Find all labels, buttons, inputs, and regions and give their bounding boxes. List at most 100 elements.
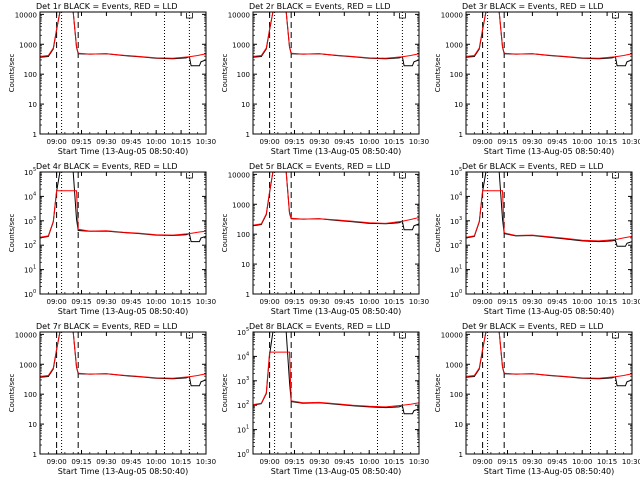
y-axis-label: Counts/sec [8,374,16,413]
x-tick-label: 09:45 [547,138,567,146]
x-tick-label: 09:45 [547,458,567,466]
plot-frame [252,171,420,295]
panel-3: Det 3r BLACK = Events, RED = LLD 1 10 100 10… [434,2,640,156]
x-tick-label: 09:30 [522,298,542,306]
x-tick-label: 10:00 [359,138,379,146]
x-tick-label: 10:30 [622,458,640,466]
y-tick-exponent: 5 [459,167,462,173]
series-line-events [39,171,207,243]
y-tick-label: 100 [237,71,250,79]
plot-frame-top [39,171,207,295]
x-axis-label: Start Time (13-Aug-05 08:50:40) [484,307,615,316]
x-tick-label: 10:15 [171,298,191,306]
x-tick-label: 09:00 [473,298,493,306]
x-tick-label: 09:15 [497,138,517,146]
y-tick-exponent: 2 [246,400,249,406]
panel-title: Det 7r BLACK = Events, RED = LLD [36,322,178,331]
plot-frame-top [252,331,420,455]
x-axis-label: Start Time (13-Aug-05 08:50:40) [484,147,615,156]
y-tick-label: 10000 [228,171,250,179]
series-line-events [252,171,420,231]
y-tick-exponent: 1 [246,425,249,431]
y-tick-label: 10 [24,267,33,275]
flag-marker [399,173,406,179]
flag-marker [186,173,193,179]
x-tick-label: 10:30 [409,458,429,466]
x-tick-label: 09:45 [121,458,141,466]
series-line-lld [39,331,207,379]
x-axis-label: Start Time (13-Aug-05 08:50:40) [271,467,402,476]
y-tick-label: 1000 [445,361,463,369]
x-tick-label: 09:45 [334,458,354,466]
x-tick-label: 09:15 [497,458,517,466]
x-tick-label: 10:00 [359,458,379,466]
x-tick-label: 10:15 [597,458,617,466]
x-tick-label: 09:15 [284,298,304,306]
x-tick-label: 10:15 [384,298,404,306]
x-tick-label: 10:00 [572,138,592,146]
x-tick-label: 10:15 [171,138,191,146]
x-axis-label: Start Time (13-Aug-05 08:50:40) [271,307,402,316]
y-tick-exponent: 4 [33,191,36,197]
y-tick-label: 1 [33,451,37,459]
y-tick-exponent: 4 [459,191,462,197]
y-tick-label: 1000 [232,41,250,49]
plot-frame [465,331,633,455]
y-tick-exponent: 0 [246,449,249,455]
y-tick-exponent: 5 [33,167,36,173]
x-tick-label: 09:45 [334,138,354,146]
x-axis-label: Start Time (13-Aug-05 08:50:40) [58,147,189,156]
y-tick-label: 10000 [441,331,463,339]
y-tick-label: 1000 [19,361,37,369]
y-tick-exponent: 3 [246,376,249,382]
y-tick-label: 10 [24,291,33,299]
x-tick-label: 09:45 [334,298,354,306]
y-tick-label: 10 [237,427,246,435]
y-tick-exponent: 5 [246,327,249,333]
plot-frame-top [39,11,207,135]
y-tick-label: 10 [450,169,459,177]
panel-title: Det 4r BLACK = Events, RED = LLD [36,162,178,171]
x-tick-label: 10:15 [597,298,617,306]
panel-title: Det 3r BLACK = Events, RED = LLD [462,2,604,11]
x-tick-label: 09:45 [121,138,141,146]
x-tick-label: 09:00 [473,138,493,146]
y-tick-exponent: 1 [459,265,462,271]
y-tick-label: 10 [237,402,246,410]
x-tick-label: 09:45 [547,298,567,306]
x-axis-label: Start Time (13-Aug-05 08:50:40) [484,467,615,476]
y-tick-label: 10000 [15,11,37,19]
x-tick-label: 09:30 [96,298,116,306]
x-tick-label: 10:30 [409,298,429,306]
y-tick-label: 10 [450,267,459,275]
panel-1: Det 1r BLACK = Events, RED = LLD 1 10 100 10… [8,2,216,156]
y-tick-label: 1000 [445,41,463,49]
y-tick-exponent: 4 [246,351,249,357]
x-tick-label: 10:15 [171,458,191,466]
series-line-lld [465,190,633,242]
x-tick-label: 09:00 [260,138,280,146]
x-tick-label: 10:00 [572,458,592,466]
x-tick-label: 09:30 [309,298,329,306]
y-tick-label: 10 [28,421,37,429]
panel-title: Det 8r BLACK = Events, RED = LLD [249,322,391,331]
flag-marker [612,173,619,179]
y-tick-label: 10 [241,261,250,269]
y-tick-label: 10 [24,193,33,201]
x-tick-label: 09:30 [522,458,542,466]
x-tick-label: 09:15 [497,298,517,306]
x-tick-label: 09:15 [71,298,91,306]
y-tick-exponent: 0 [33,289,36,295]
y-tick-label: 10 [454,421,463,429]
y-tick-label: 10 [24,218,33,226]
x-tick-label: 09:00 [47,298,67,306]
panel-title: Det 6r BLACK = Events, RED = LLD [462,162,604,171]
panel-5: Det 5r BLACK = Events, RED = LLD 1 10 100 10… [221,162,429,316]
x-tick-label: 09:30 [522,138,542,146]
series-line-lld [252,11,420,59]
plot-frame [252,331,420,455]
flag-marker [186,13,193,19]
x-tick-label: 10:30 [622,298,640,306]
